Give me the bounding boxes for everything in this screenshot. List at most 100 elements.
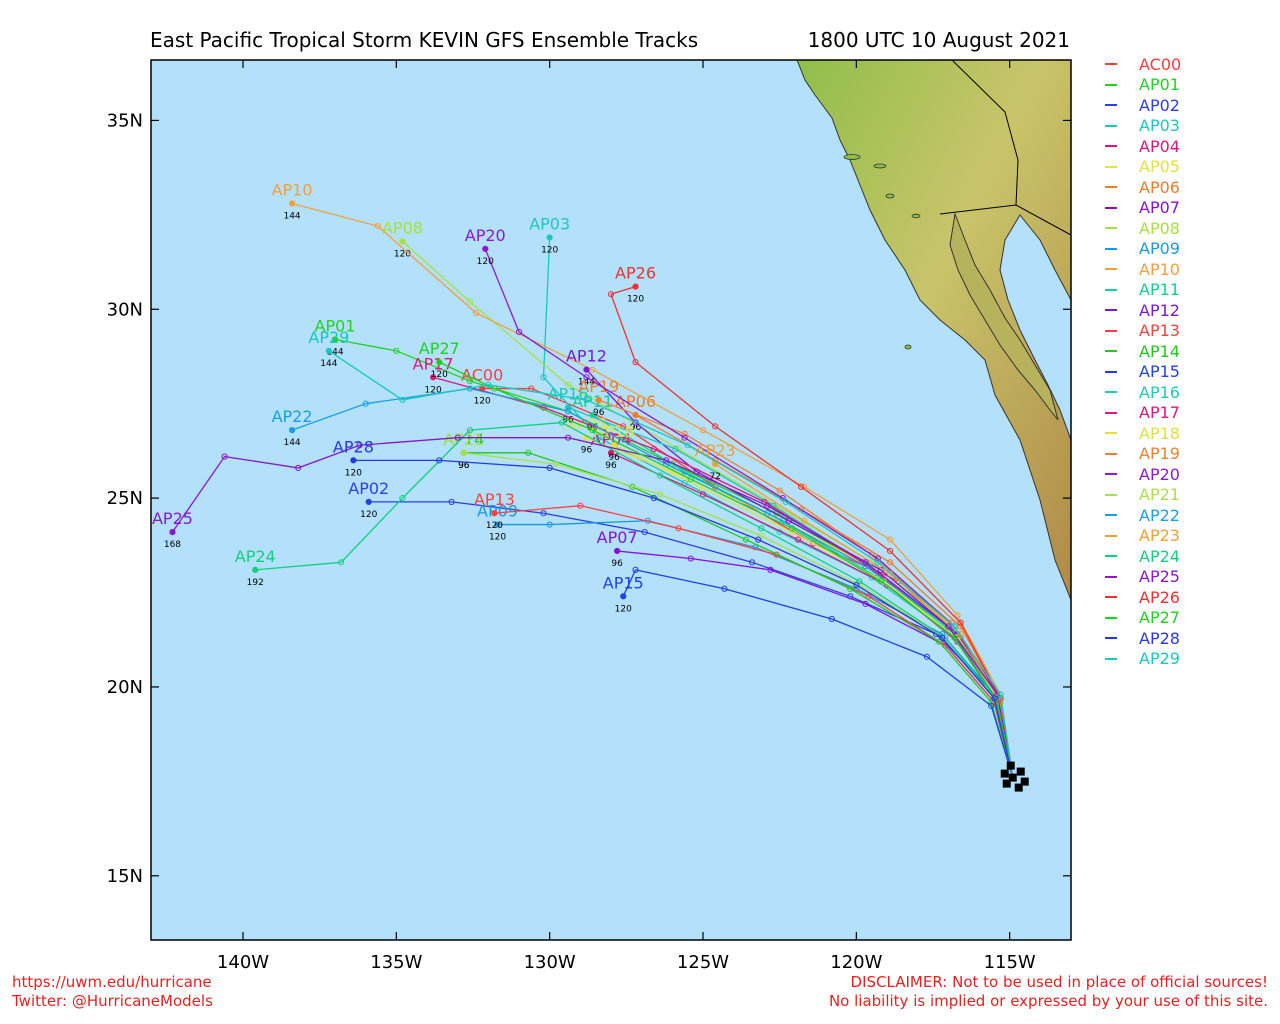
track-point [886,536,894,543]
track-point [466,427,474,434]
track-point [675,525,682,532]
legend-line-swatch [1105,637,1117,640]
track-end-hour: 144 [320,359,337,369]
track-end-hour: 120 [486,521,503,531]
track-point [436,457,443,464]
track-point [798,483,805,490]
legend-entry-ap24[interactable]: AP24 [1105,546,1181,567]
legend-entry-ap23[interactable]: AP23 [1105,526,1181,547]
legend-entry-ap09[interactable]: AP09 [1105,239,1181,260]
legend-entry-ap29[interactable]: AP29 [1105,649,1181,670]
track-point [874,559,881,566]
legend-line-swatch [1105,555,1117,558]
track-line-ap10[interactable] [291,202,1014,778]
track-line-ap24[interactable] [255,421,1014,778]
legend-entry-ap14[interactable]: AP14 [1105,341,1181,362]
track-point [295,464,302,471]
track-line-ap28[interactable] [353,459,1014,778]
legend-entry-ap02[interactable]: AP02 [1105,95,1181,116]
legend-entry-ac00[interactable]: AC00 [1105,54,1181,75]
legend-entry-ap17[interactable]: AP17 [1105,403,1181,424]
legend-entry-ap28[interactable]: AP28 [1105,628,1181,649]
track-end-hour: 120 [345,468,362,478]
legend-line-swatch [1105,473,1117,476]
track-point [399,495,406,502]
track-point [755,536,762,543]
track-point [356,442,363,449]
island [885,193,895,199]
legend-line-swatch [1105,227,1117,230]
track-point [951,623,958,630]
legend-entry-ap01[interactable]: AP01 [1105,75,1181,96]
website-link[interactable]: https://uwm.edu/hurricane [12,973,212,991]
track-line-ap20[interactable] [484,248,1014,778]
legend-entry-ap06[interactable]: AP06 [1105,177,1181,198]
track-point [454,434,461,441]
legend-entry-ap13[interactable]: AP13 [1105,321,1181,342]
legend-entry-ap15[interactable]: AP15 [1105,362,1181,383]
legend-line-swatch [1105,391,1117,394]
legend-entry-ap25[interactable]: AP25 [1105,567,1181,588]
track-point [482,245,489,252]
legend-entry-ap12[interactable]: AP12 [1105,300,1181,321]
track-line-ap29[interactable] [328,350,1014,778]
track-point [767,566,774,573]
legend-label: AP18 [1139,423,1180,443]
track-point [742,536,750,543]
lat-tick-label: 25N [107,488,143,509]
track-end-hour: 96 [605,461,617,471]
legend-label: AP12 [1139,300,1180,320]
legend-label: AP04 [1139,136,1180,156]
track-point [362,400,369,407]
track-end-hour: 120 [431,370,448,380]
legend-label: AP14 [1139,341,1180,361]
track-point [399,238,406,245]
legend-entry-ap10[interactable]: AP10 [1105,259,1181,280]
track-point [699,427,707,434]
legend-label: AP21 [1139,485,1180,505]
track-end-label: AP29 [308,328,349,347]
track-point [620,593,627,600]
legend-line-swatch [1105,493,1117,496]
mexico-us-mainland [796,60,1071,601]
track-line-ap14[interactable] [463,452,1014,778]
track-line-ap26[interactable] [610,285,1014,778]
country-border [939,204,1071,236]
legend-line-swatch [1105,145,1117,148]
legend-entry-ap11[interactable]: AP11 [1105,280,1181,301]
legend-entry-ap07[interactable]: AP07 [1105,198,1181,219]
track-line-ap15[interactable] [622,569,1014,778]
track-line-ap27[interactable] [438,361,1014,778]
initial-position-marker [1000,769,1009,778]
legend-entry-ap19[interactable]: AP19 [1105,444,1181,465]
legend-entry-ap18[interactable]: AP18 [1105,423,1181,444]
legend-entry-ap26[interactable]: AP26 [1105,587,1181,608]
legend-entry-ap27[interactable]: AP27 [1105,608,1181,629]
legend-line-swatch [1105,247,1117,250]
legend-entry-ap22[interactable]: AP22 [1105,505,1181,526]
track-point [221,453,228,460]
initial-position-marker [1002,779,1011,788]
track-end-hour: 72 [710,472,721,482]
legend-entry-ap21[interactable]: AP21 [1105,485,1181,506]
lat-tick-label: 20N [107,677,143,698]
legend-entry-ap20[interactable]: AP20 [1105,464,1181,485]
map-datetime: 1800 UTC 10 August 2021 [807,28,1070,52]
legend-entry-ap04[interactable]: AP04 [1105,136,1181,157]
legend-entry-ap08[interactable]: AP08 [1105,218,1181,239]
lon-tick-label: 125W [677,952,729,973]
twitter-handle[interactable]: Twitter: @HurricaneModels [12,992,213,1010]
legend-entry-ap03[interactable]: AP03 [1105,116,1181,137]
track-point [641,529,648,536]
legend-entry-ap16[interactable]: AP16 [1105,382,1181,403]
track-end-label: AP27 [419,339,460,358]
lat-tick-label: 30N [107,299,143,320]
track-point [564,434,572,441]
legend-label: AP24 [1139,546,1180,566]
track-point [672,445,679,453]
track-line-ap25[interactable] [171,437,1014,778]
track-point [365,498,372,505]
legend-line-swatch [1105,657,1117,660]
legend-entry-ap05[interactable]: AP05 [1105,157,1181,178]
legend-line-swatch [1105,370,1117,373]
